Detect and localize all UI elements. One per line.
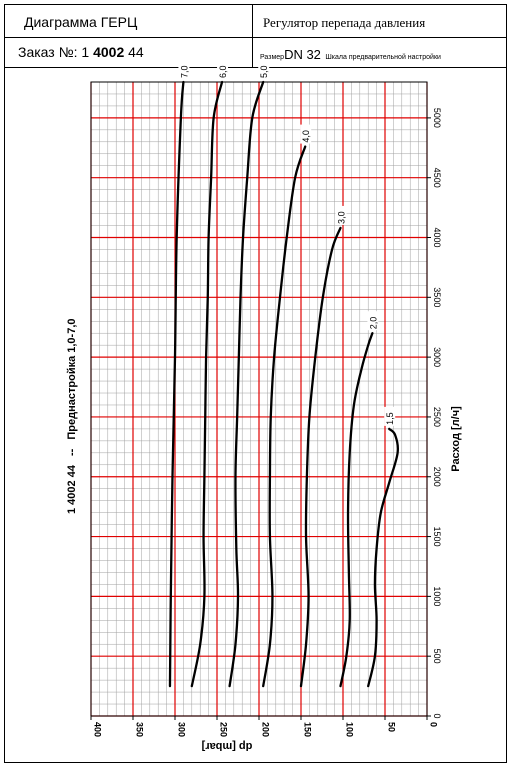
x-tick-label: 0 — [429, 722, 439, 727]
series-line-7-0 — [168, 80, 185, 688]
series-label-group: 1,5 — [384, 406, 396, 426]
header-title-cell: Диаграмма ГЕРЦ — [4, 4, 253, 38]
series-label-background — [384, 406, 396, 426]
size-label: Размер — [260, 54, 285, 61]
series-line-2-0 — [339, 332, 374, 688]
x-axis-label: dp [mbar] — [201, 740, 252, 752]
series-label-background — [178, 60, 190, 79]
x-tick-label: 250 — [219, 722, 229, 737]
series-label-background — [217, 60, 229, 79]
y-tick-label: 4000 — [432, 227, 442, 247]
series-label: 3,0 — [336, 211, 346, 224]
series-line-6-0 — [190, 80, 224, 688]
order-number-bold: 4002 — [93, 44, 125, 60]
series-line-1-5 — [367, 427, 399, 688]
series-label-background — [300, 124, 312, 144]
header-order-cell: Заказ №: 1 4002 44 — [4, 38, 253, 68]
size-value: DN 32 — [284, 47, 321, 62]
order-label: Заказ №: 1 — [18, 44, 94, 60]
x-tick-label: 50 — [387, 722, 397, 732]
series-label-background — [258, 60, 270, 79]
series-label: 4,0 — [301, 130, 311, 143]
scale-label: Шкала предварительной настройки — [325, 54, 441, 61]
x-tick-label: 350 — [135, 722, 145, 737]
x-tick-label: 150 — [303, 722, 313, 737]
x-tick-label: 300 — [177, 722, 187, 737]
header-product-cell: Регулятор перепада давления — [253, 4, 507, 38]
x-tick-label: 400 — [93, 722, 103, 737]
series-label: 7,0 — [179, 65, 189, 78]
diagram-title: Диаграмма ГЕРЦ — [24, 14, 138, 30]
series-label: 1,5 — [385, 412, 395, 425]
series-line-4-0 — [262, 145, 307, 688]
series-label-background — [335, 205, 347, 225]
series-label-group: 4,0 — [300, 124, 312, 144]
series-label-group: 6,0 — [217, 60, 229, 79]
series-label-background — [367, 311, 379, 331]
x-tick-label: 200 — [261, 722, 271, 737]
y-tick-label: 500 — [432, 649, 442, 664]
y-tick-label: 1000 — [432, 586, 442, 606]
y-tick-label: 3500 — [432, 287, 442, 307]
y-tick-label: 0 — [432, 713, 442, 718]
product-name: Регулятор перепада давления — [263, 15, 426, 30]
series-label-group: 2,0 — [367, 311, 379, 331]
header-size-cell: РазмерDN 32 Шкала предварительной настро… — [253, 38, 507, 68]
series-label: 5,0 — [259, 65, 269, 78]
series-line-3-0 — [299, 226, 342, 688]
y-tick-label: 2500 — [432, 407, 442, 427]
order-suffix: 44 — [124, 44, 144, 60]
series-label-group: 5,0 — [258, 60, 270, 79]
series-label: 6,0 — [218, 65, 228, 78]
y-tick-label: 2000 — [432, 467, 442, 487]
series-label-group: 3,0 — [335, 205, 347, 225]
y-tick-label: 4500 — [432, 168, 442, 188]
diagram-frame — [4, 4, 507, 763]
y-axis-label: Расход [л/ч] — [450, 406, 462, 472]
series-label: 2,0 — [368, 317, 378, 330]
y-tick-label: 5000 — [432, 108, 442, 128]
series-line-5-0 — [228, 80, 265, 688]
series-label-group: 7,0 — [178, 60, 190, 79]
y-tick-label: 3000 — [432, 347, 442, 367]
y-tick-label: 1500 — [432, 527, 442, 547]
x-tick-label: 100 — [345, 722, 355, 737]
